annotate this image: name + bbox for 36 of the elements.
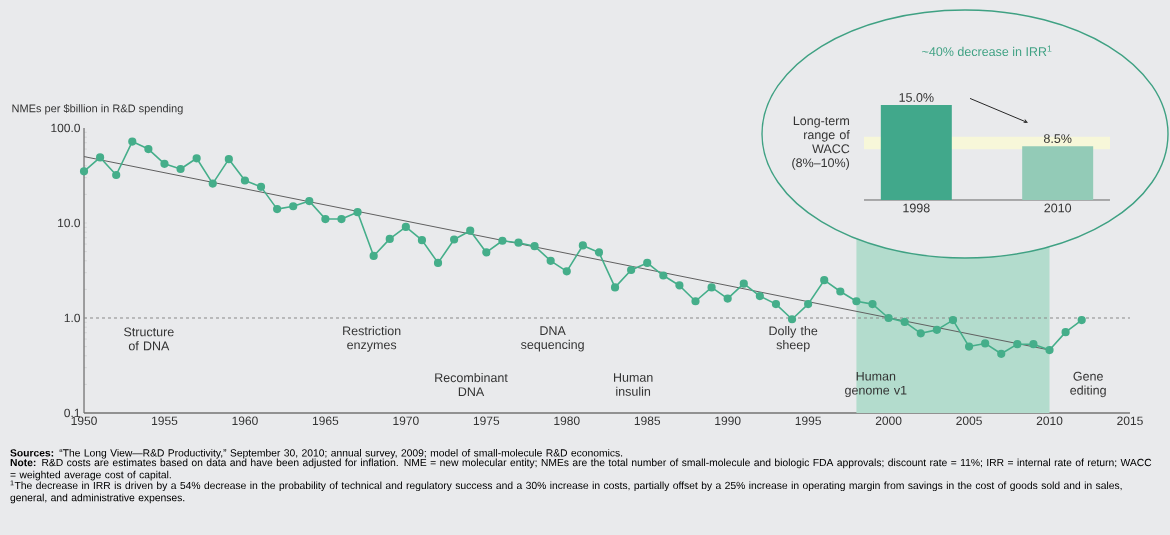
band-label: Long-term range of WACC (8%–10%) [792, 116, 850, 170]
x-tick-label: 1975 [473, 416, 500, 426]
x-tick-label: 2000 [875, 416, 902, 426]
x-tick-label: 2010 [1044, 203, 1072, 213]
text: Sources: “The Long View—R&D Productivity,” September 30, 2010; annual survey, 2009; model of small-molecule R&D economics. [10, 448, 623, 459]
annotation: Human insulin [614, 373, 653, 396]
x-tick-label: 1955 [152, 416, 178, 426]
x-tick-label: 1950 [71, 416, 97, 426]
x-tick-label: 1990 [715, 416, 741, 426]
x-tick-label: 2005 [956, 416, 982, 426]
text: Note: R&D costs are estimates based on data and have been adjusted for inflation. NME = new molecular entity; NMEs are the total number of small-molecule and biologic FDA approvals; discount rate = 11%; IRR = internal rate of return; WACC = weighted average cost of capital. [10, 458, 1152, 481]
y-tick-label: 100.0 [51, 123, 81, 133]
x-tick-label: 2010 [1036, 416, 1063, 426]
annotation: Restriction enzymes [343, 326, 401, 352]
x-tick-label: 1970 [393, 416, 419, 426]
annotation: Structure of DNA [124, 327, 174, 351]
x-tick-label: 1980 [554, 416, 580, 426]
y-axis-title: NMEs per $billion in R&D spending [12, 104, 183, 115]
annotation: Recombinant DNA [435, 372, 508, 397]
x-tick-label: 1995 [795, 416, 821, 426]
text: $^{1}$The decrease in IRR is driven by a 54% decrease in the probability of technical and regulatory success and a 30% increase in costs, partially offset by a 25% increase in operating margin from savings in the cost of goods sold and in sales, general, and administrative expenses. [10, 480, 1122, 504]
y-tick-label: 0.1 [64, 408, 80, 418]
x-tick-label: 1998 [903, 203, 930, 213]
y-tick-label: 1.0 [64, 313, 81, 323]
chart-title: ~40% decrease in IRR$^{1}$ [922, 45, 1052, 57]
y-tick-label: 10.0 [58, 218, 81, 228]
x-tick-label: 2015 [1117, 416, 1143, 426]
data-label: 8.5% [1043, 134, 1072, 144]
annotation: Human genome v1 [845, 371, 907, 398]
annotation: DNA sequencing [520, 326, 584, 352]
x-tick-label: 1965 [312, 416, 339, 426]
x-tick-label: 1960 [232, 416, 258, 426]
x-tick-label: 1985 [634, 416, 661, 426]
annotation: Gene editing [1070, 371, 1106, 398]
annotation: Dolly the sheep [769, 326, 818, 352]
data-label: 15.0% [899, 93, 934, 102]
